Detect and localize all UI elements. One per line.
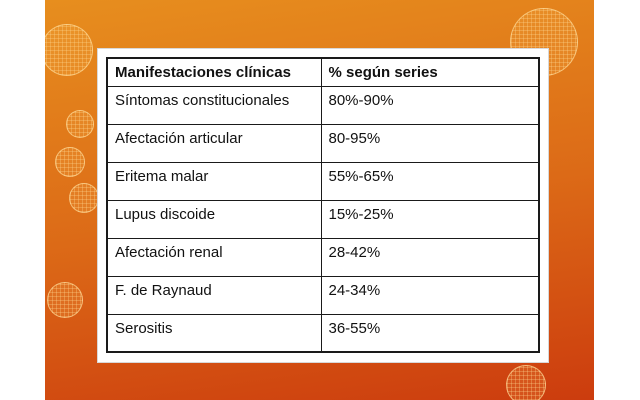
cell-manifestacion: Afectación renal: [106, 237, 322, 277]
col-header-porcentaje: % según series: [320, 57, 540, 87]
clinical-manifestations-table: Manifestaciones clínicas % según series …: [97, 48, 549, 363]
cell-manifestacion: Eritema malar: [106, 161, 322, 201]
slide-background: Manifestaciones clínicas % según series …: [45, 0, 594, 400]
header-row: Manifestaciones clínicas % según series: [106, 57, 540, 87]
decorative-circle: [506, 365, 546, 400]
cell-manifestacion: Síntomas constitucionales: [106, 85, 322, 125]
col-header-manifestaciones: Manifestaciones clínicas: [106, 57, 322, 87]
cell-porcentaje: 28-42%: [320, 237, 540, 277]
cell-porcentaje: 80-95%: [320, 123, 540, 163]
table-row: Eritema malar 55%-65%: [106, 161, 540, 201]
cell-porcentaje: 24-34%: [320, 275, 540, 315]
cell-porcentaje: 55%-65%: [320, 161, 540, 201]
table-row: Lupus discoide 15%-25%: [106, 199, 540, 239]
cell-manifestacion: Lupus discoide: [106, 199, 322, 239]
decorative-circle: [47, 282, 83, 318]
cell-porcentaje: 15%-25%: [320, 199, 540, 239]
decorative-circle: [45, 24, 93, 76]
cell-porcentaje: 36-55%: [320, 313, 540, 353]
data-table: Manifestaciones clínicas % según series …: [106, 57, 540, 353]
table-row: F. de Raynaud 24-34%: [106, 275, 540, 315]
table-row: Síntomas constitucionales 80%-90%: [106, 85, 540, 125]
decorative-circle: [69, 183, 99, 213]
cell-manifestacion: F. de Raynaud: [106, 275, 322, 315]
cell-manifestacion: Afectación articular: [106, 123, 322, 163]
cell-porcentaje: 80%-90%: [320, 85, 540, 125]
table-row: Serositis 36-55%: [106, 313, 540, 353]
table-row: Afectación articular 80-95%: [106, 123, 540, 163]
decorative-circle: [66, 110, 94, 138]
decorative-circle: [55, 147, 85, 177]
table-row: Afectación renal 28-42%: [106, 237, 540, 277]
cell-manifestacion: Serositis: [106, 313, 322, 353]
